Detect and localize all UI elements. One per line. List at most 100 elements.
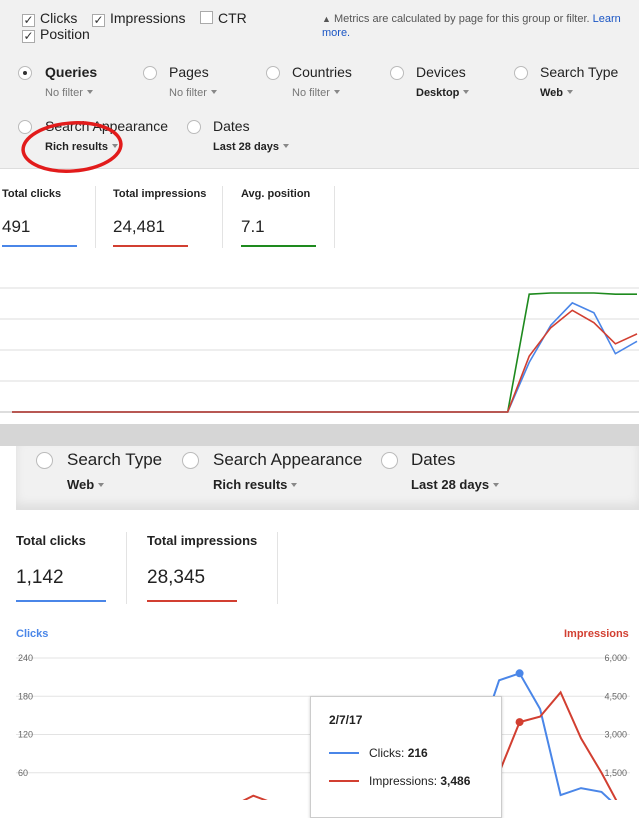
radio-icon xyxy=(143,66,157,80)
filter-panel-bottom xyxy=(16,446,639,510)
divider xyxy=(95,186,96,248)
metric-clicks-value: 491 xyxy=(2,217,31,236)
series-line-2 xyxy=(12,309,638,413)
search-appearance-filter-2[interactable]: Rich results xyxy=(213,477,298,492)
y-left-tick: 120 xyxy=(18,730,33,740)
metric-impressions-value-2: 28,345 xyxy=(147,567,206,588)
radio-icon xyxy=(36,452,53,469)
divider xyxy=(126,532,127,604)
separator-band xyxy=(0,424,639,446)
clicks-underline-2 xyxy=(16,600,106,602)
divider xyxy=(222,186,223,248)
checkbox-unchecked-icon xyxy=(200,11,213,24)
radio-icon xyxy=(187,120,201,134)
chevron-down-icon xyxy=(463,90,470,94)
radio-icon xyxy=(266,66,280,80)
radio-pages[interactable] xyxy=(143,66,157,85)
impressions-underline xyxy=(113,245,188,247)
checkbox-checked-icon: ✓ xyxy=(22,13,35,27)
queries-label: Queries xyxy=(45,64,98,80)
y-right-tick: 1,500 xyxy=(604,768,627,778)
metric-impressions-value: 24,481 xyxy=(113,217,165,236)
position-underline xyxy=(241,245,316,247)
search-type-filter-2[interactable]: Web xyxy=(67,477,105,492)
radio-dates[interactable] xyxy=(187,120,201,139)
learn-more-link[interactable]: Learn more. xyxy=(322,13,621,39)
top-line-chart xyxy=(0,287,639,413)
tooltip-impressions-swatch xyxy=(329,780,359,782)
hover-point-clicks xyxy=(515,669,524,678)
chart-legend-impressions: Impressions xyxy=(564,628,629,640)
search-type-label-2: Search Type xyxy=(67,450,163,469)
checkbox-checked-icon: ✓ xyxy=(22,29,35,43)
checkbox-impressions[interactable]: ✓ Impressions xyxy=(92,10,186,27)
search-appearance-filter[interactable]: Rich results xyxy=(45,141,118,153)
chart-legend-clicks: Clicks xyxy=(16,628,49,640)
impressions-underline-2 xyxy=(147,600,237,602)
radio-dates-2[interactable] xyxy=(381,452,398,474)
y-left-tick: 240 xyxy=(18,653,33,663)
y-left-tick: 180 xyxy=(18,691,33,701)
dates-filter[interactable]: Last 28 days xyxy=(213,141,290,153)
chart-tooltip: 2/7/17 Clicks: 216 Impressions: 3,486 xyxy=(310,696,502,818)
radio-devices[interactable] xyxy=(390,66,404,85)
checkbox-ctr[interactable]: CTR xyxy=(200,10,247,26)
countries-label: Countries xyxy=(292,64,352,80)
radio-icon xyxy=(514,66,528,80)
clicks-underline xyxy=(2,245,77,247)
countries-filter[interactable]: No filter xyxy=(292,87,340,99)
warning-icon: ▲ xyxy=(322,14,331,24)
chevron-down-icon xyxy=(333,90,340,94)
annotation-circle xyxy=(21,121,123,173)
search-type-label: Search Type xyxy=(540,64,619,80)
radio-selected-icon xyxy=(18,66,32,80)
pages-filter[interactable]: No filter xyxy=(169,87,217,99)
y-right-tick: 6,000 xyxy=(604,653,627,663)
chevron-down-icon xyxy=(86,90,93,94)
radio-queries[interactable] xyxy=(18,66,32,85)
dates-filter-2[interactable]: Last 28 days xyxy=(411,477,500,492)
radio-icon xyxy=(381,452,398,469)
radio-search-appearance-2[interactable] xyxy=(182,452,199,474)
radio-countries[interactable] xyxy=(266,66,280,85)
search-type-filter[interactable]: Web xyxy=(540,87,574,99)
chevron-down-icon xyxy=(98,483,105,487)
queries-filter[interactable]: No filter xyxy=(45,87,93,99)
tooltip-clicks-swatch xyxy=(329,752,359,754)
filter-panel xyxy=(0,0,639,169)
radio-search-type[interactable] xyxy=(514,66,528,85)
checkbox-position[interactable]: ✓ Position xyxy=(22,26,90,43)
divider xyxy=(277,532,278,604)
series-line-clicks xyxy=(440,672,612,800)
series-line-0 xyxy=(12,292,637,413)
chevron-down-icon xyxy=(567,90,574,94)
tooltip-clicks: Clicks: 216 xyxy=(369,746,428,760)
hover-point-impressions xyxy=(515,718,524,727)
metric-clicks-label: Total clicks xyxy=(2,188,62,200)
y-left-tick: 60 xyxy=(18,768,28,778)
devices-label: Devices xyxy=(416,64,466,80)
metric-clicks-value-2: 1,142 xyxy=(16,567,64,588)
chevron-down-icon xyxy=(291,483,298,487)
metric-position-value: 7.1 xyxy=(241,217,265,236)
divider xyxy=(334,186,335,248)
checkbox-clicks[interactable]: ✓ Clicks xyxy=(22,10,78,27)
y-right-tick: 3,000 xyxy=(604,730,627,740)
radio-icon xyxy=(390,66,404,80)
metric-impressions-label: Total impressions xyxy=(113,188,207,200)
pages-label: Pages xyxy=(169,64,209,80)
dates-label-2: Dates xyxy=(411,450,456,469)
radio-search-appearance[interactable] xyxy=(18,120,32,139)
metric-position-label: Avg. position xyxy=(241,188,311,200)
tooltip-impressions: Impressions: 3,486 xyxy=(369,774,471,788)
devices-filter[interactable]: Desktop xyxy=(416,87,470,99)
metric-impressions-label-2: Total impressions xyxy=(147,533,258,548)
chevron-down-icon xyxy=(283,144,290,148)
checkbox-checked-icon: ✓ xyxy=(92,13,105,27)
metrics-note: ▲ Metrics are calculated by page for thi… xyxy=(322,13,621,39)
chevron-down-icon xyxy=(493,483,500,487)
radio-icon xyxy=(18,120,32,134)
chevron-down-icon xyxy=(111,144,118,148)
radio-search-type-2[interactable] xyxy=(36,452,53,474)
search-appearance-label-2: Search Appearance xyxy=(213,450,363,469)
